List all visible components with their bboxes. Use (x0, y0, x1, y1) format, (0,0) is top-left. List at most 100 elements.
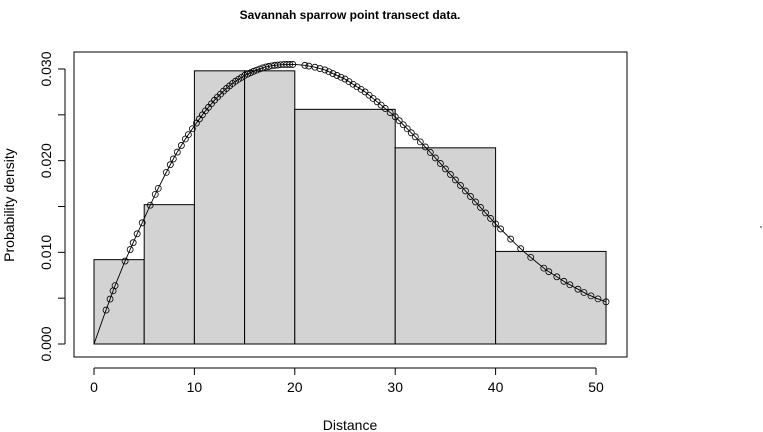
observation-point (507, 235, 515, 243)
observation-point (373, 98, 381, 106)
observation-point (329, 70, 337, 77)
observation-point (540, 264, 548, 272)
observation-point (517, 245, 525, 253)
observation-point (250, 67, 258, 75)
observation-point (162, 168, 170, 176)
histogram-bar (244, 70, 296, 345)
observation-point (399, 121, 407, 129)
observation-point (527, 253, 535, 261)
observation-point (184, 131, 192, 139)
observation-point (377, 101, 385, 109)
observation-point (587, 292, 595, 300)
observation-point (477, 204, 484, 211)
observation-point (560, 277, 568, 285)
x-axis: 0 10 20 30 40 50 (90, 367, 604, 395)
observation-point (497, 225, 505, 233)
observation-points (102, 61, 610, 314)
x-tick-label: 40 (488, 379, 504, 395)
observation-point (289, 61, 297, 68)
observation-point (467, 193, 474, 200)
observation-point (369, 95, 377, 102)
observation-point (411, 133, 419, 141)
observation-point (256, 65, 264, 73)
observation-point (286, 61, 294, 68)
observation-point (566, 281, 574, 289)
x-tick-label: 0 (90, 379, 98, 395)
observation-point (381, 105, 389, 112)
y-axis: 0.000 0.010 0.020 0.030 (38, 51, 66, 362)
observation-point (545, 268, 553, 276)
observation-point (403, 125, 411, 133)
x-tick-label: 10 (187, 379, 203, 395)
observation-point (487, 215, 494, 222)
fitted-curve (93, 63, 607, 345)
observation-point (301, 61, 309, 69)
observation-point (421, 143, 429, 151)
observation-point (462, 187, 469, 195)
observation-point (436, 160, 444, 167)
observation-point (472, 198, 479, 206)
observation-point (151, 190, 159, 198)
observation-point (391, 113, 399, 121)
observation-point (173, 148, 181, 156)
observation-point (365, 91, 373, 99)
observation-point (361, 88, 369, 96)
observation-point (169, 155, 177, 163)
observation-point (426, 149, 434, 156)
y-axis-label: Probability density (1, 148, 17, 262)
observation-point (316, 65, 324, 72)
x-tick-label: 50 (588, 379, 604, 395)
observation-point (580, 289, 588, 296)
x-axis-label: Distance (323, 417, 378, 432)
observation-point (247, 69, 255, 77)
observation-point (133, 230, 141, 238)
observation-point (431, 154, 439, 162)
observation-point (126, 246, 134, 253)
chart-title: Savannah sparrow point transect data. (240, 8, 461, 22)
observation-point (602, 298, 610, 306)
observation-point (106, 295, 114, 303)
observation-point (407, 129, 415, 137)
observation-point (452, 176, 459, 184)
observation-point (447, 171, 454, 178)
observation-point (129, 239, 137, 247)
observation-point (574, 285, 582, 293)
observation-point (416, 138, 424, 146)
observation-point (241, 72, 249, 79)
observation-point (553, 273, 561, 281)
observation-point (111, 282, 119, 290)
x-tick-label: 20 (287, 379, 303, 395)
histogram-bar (93, 259, 145, 345)
y-tick-label: 0.010 (38, 235, 54, 270)
observation-point (325, 68, 333, 76)
fitted-density-line (93, 63, 607, 345)
observation-point (102, 306, 110, 314)
y-tick-label: 0.000 (38, 326, 54, 361)
observation-point (321, 66, 329, 74)
x-tick-label: 30 (387, 379, 403, 395)
histogram-bar (143, 204, 195, 345)
observation-point (154, 184, 162, 192)
histogram-bar (495, 250, 607, 345)
y-tick-label: 0.030 (38, 51, 54, 86)
observation-point (441, 165, 449, 173)
observation-point (188, 125, 196, 133)
observation-point (177, 142, 185, 149)
observation-point (311, 63, 319, 71)
observation-point (166, 161, 174, 169)
observation-point (482, 209, 489, 217)
observation-point (244, 70, 252, 78)
observation-point (594, 295, 602, 303)
observation-point (492, 220, 500, 228)
observation-point (457, 182, 464, 189)
histogram-bar (193, 70, 246, 345)
y-tick-label: 0.020 (38, 143, 54, 178)
observation-point (337, 73, 345, 81)
histogram-bar (394, 147, 497, 345)
observation-point (253, 66, 261, 74)
observation-point (395, 117, 403, 125)
observation-point (138, 219, 146, 227)
stray-mark (760, 226, 762, 228)
observation-point (386, 109, 394, 116)
plot-box (73, 51, 628, 358)
